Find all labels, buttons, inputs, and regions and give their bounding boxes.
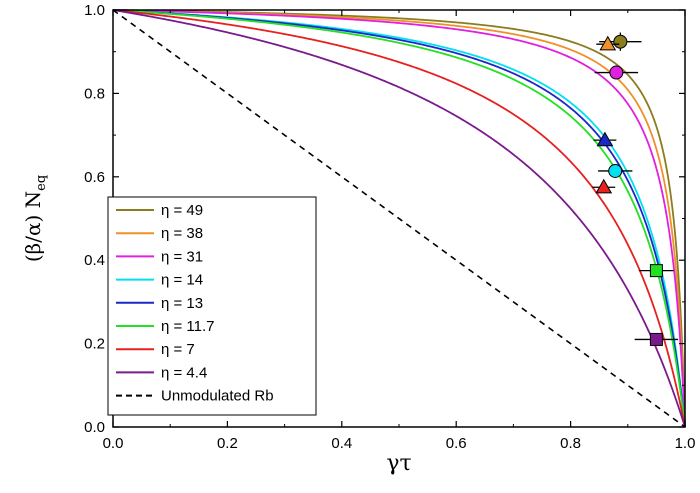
legend-label: η = 13	[161, 295, 203, 312]
x-axis-title: γτ	[386, 451, 411, 476]
x-tick-label: 0.8	[560, 435, 581, 452]
legend-item-13: η = 13	[116, 295, 203, 312]
y-tick-label: 0.0	[84, 419, 105, 436]
legend-label: η = 31	[161, 248, 203, 265]
marker-38	[596, 35, 620, 51]
marker-4-4	[634, 332, 679, 346]
legend-box	[107, 196, 317, 416]
series-line-31	[112, 9, 686, 428]
circle-marker	[609, 65, 624, 80]
marker-7	[592, 178, 616, 194]
legend-label: η = 4.4	[161, 364, 207, 381]
y-tick-label: 1.0	[84, 2, 105, 19]
square-marker	[649, 264, 663, 278]
legend-label: Unmodulated Rb	[161, 388, 274, 405]
x-tick-label: 0.2	[217, 435, 238, 452]
marker-11-7	[639, 264, 674, 278]
legend-label: η = 14	[161, 272, 203, 289]
x-tick-label: 0.6	[446, 435, 467, 452]
legend-item-49: η = 49	[116, 202, 203, 219]
marker-31	[594, 65, 639, 80]
legend-item-11-7: η = 11.7	[116, 318, 215, 335]
curves-layer	[112, 9, 686, 428]
x-tick-label: 1.0	[675, 435, 696, 452]
series-line-unmodulated-rb	[112, 9, 686, 428]
legend-label: η = 11.7	[161, 318, 215, 335]
legend-item-4-4: η = 4.4	[116, 364, 207, 381]
y-axis-title-subscript: eq	[34, 175, 49, 191]
y-axis-title-main: (β/α) N	[21, 191, 45, 262]
y-tick-label: 0.2	[84, 336, 105, 353]
legend-item-14: η = 14	[116, 272, 203, 289]
x-tick-label: 0.4	[331, 435, 352, 452]
marker-13	[593, 131, 617, 147]
legend: η = 49 η = 38 η = 31 η = 14 η = 13 η = 11.7 η …	[107, 196, 317, 416]
triangle-marker	[595, 178, 613, 194]
series-line-11-7	[112, 9, 686, 428]
circle-marker	[613, 34, 628, 49]
y-tick-label: 0.6	[84, 169, 105, 186]
circle-marker	[608, 163, 623, 178]
square-marker	[649, 332, 663, 346]
y-tick-label: 0.8	[84, 85, 105, 102]
triangle-marker	[599, 35, 617, 51]
legend-label: η = 49	[161, 202, 203, 219]
legend-label: η = 7	[161, 341, 195, 358]
y-tick-label: 0.4	[84, 252, 105, 269]
legend-item-31: η = 31	[116, 248, 203, 265]
svg-text:(β/α) Neq: (β/α) Neq	[21, 175, 49, 262]
legend-item-7: η = 7	[116, 341, 195, 358]
legend-label: η = 38	[161, 225, 203, 242]
legend-item-38: η = 38	[116, 225, 203, 242]
triangle-marker	[596, 131, 614, 147]
series-line-7	[112, 9, 686, 428]
x-tick-label: 0.0	[103, 435, 124, 452]
series-line-4-4	[112, 9, 686, 428]
legend-item-unmodulated-rb: Unmodulated Rb	[116, 388, 274, 405]
marker-14	[598, 163, 633, 178]
ticks-layer: 0.0 0.2 0.4 0.6 0.8 1.0 0.0 0.2 0.4 0.6 0.8 1.0	[84, 2, 695, 452]
y-axis-title: (β/α) Neq	[21, 175, 49, 262]
markers-layer	[592, 32, 679, 346]
